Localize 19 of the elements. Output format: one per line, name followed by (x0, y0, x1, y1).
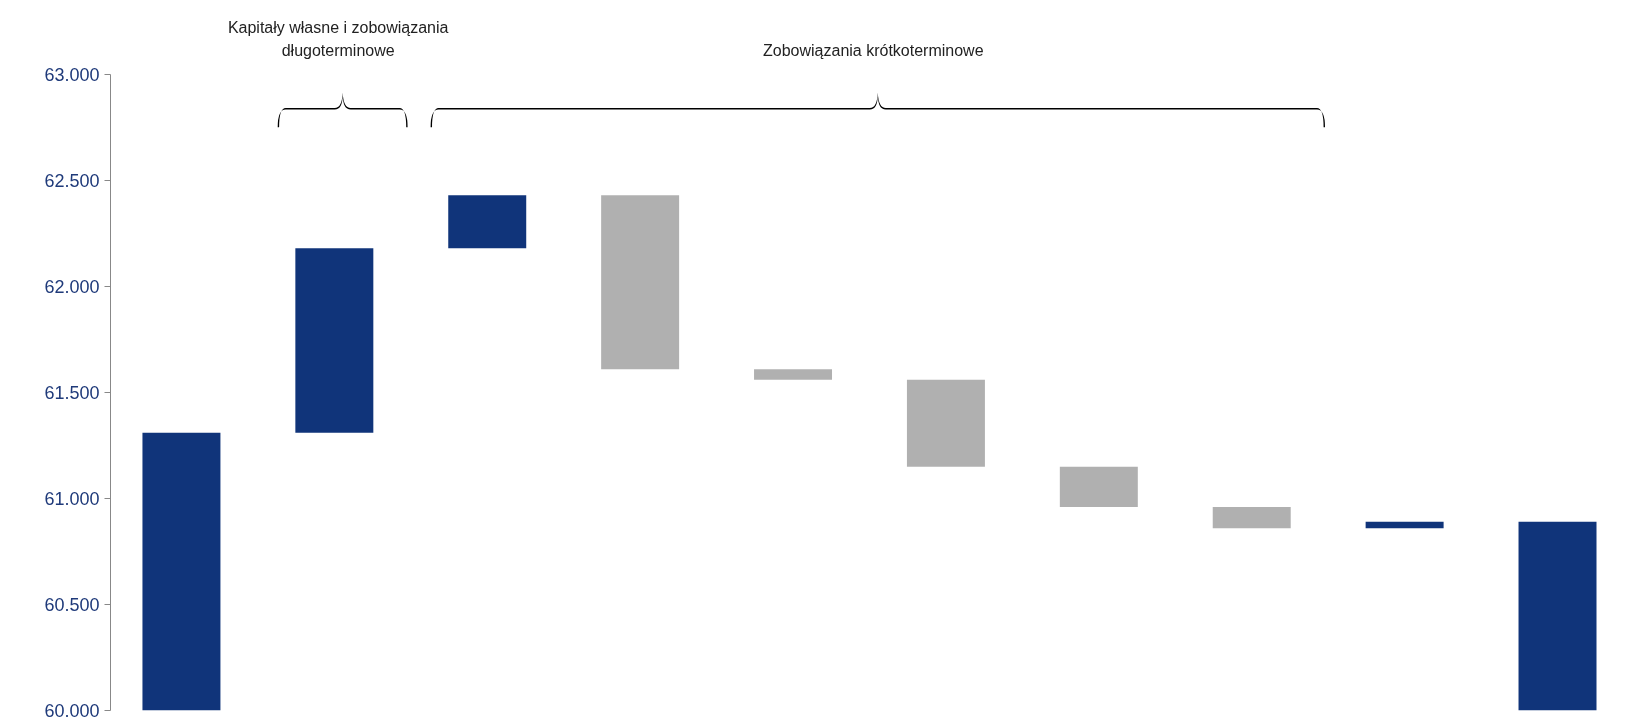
bar (601, 195, 680, 370)
bar (1518, 521, 1597, 711)
text: Kapitały własne i zobowiązania długoterminowe (227, 18, 449, 59)
y-tick-label: 63.000 (44, 64, 100, 85)
bar (142, 432, 221, 711)
y-tick-label: 61.500 (44, 382, 100, 403)
bar (754, 369, 833, 380)
y-tick-label: 62.000 (44, 276, 100, 297)
bar (448, 195, 527, 249)
bar (1365, 521, 1444, 529)
y-tick-label: 60.000 (44, 701, 100, 721)
text: Zobowiązania krótkoterminowe (763, 41, 984, 59)
bar (1059, 466, 1138, 507)
bar (295, 248, 374, 433)
bar (1212, 506, 1291, 529)
y-tick-label: 62.500 (44, 170, 100, 191)
bar (906, 379, 985, 467)
y-tick-label: 60.500 (44, 594, 100, 615)
y-tick-label: 61.000 (44, 488, 100, 509)
